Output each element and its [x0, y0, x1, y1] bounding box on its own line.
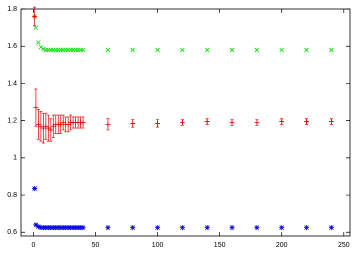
- point: [105, 47, 111, 53]
- point: [204, 225, 210, 231]
- point: [329, 47, 334, 53]
- point: [179, 120, 185, 125]
- point: [105, 225, 111, 231]
- point: [33, 105, 39, 111]
- point: [279, 47, 284, 53]
- y-tick-label: 1.8: [7, 6, 17, 13]
- point: [204, 47, 210, 53]
- point: [254, 120, 260, 125]
- point: [130, 120, 136, 126]
- point: [279, 225, 285, 231]
- y-tick-label: 1.4: [7, 80, 17, 87]
- x-tick-label: 250: [338, 242, 350, 249]
- point: [254, 225, 260, 231]
- y-tick-label: 0.6: [7, 229, 17, 236]
- point: [80, 225, 86, 231]
- point: [304, 47, 309, 53]
- point: [33, 222, 39, 228]
- x-tick-label: 0: [31, 242, 35, 249]
- point: [35, 224, 41, 230]
- point: [328, 225, 334, 231]
- point: [48, 127, 54, 133]
- point: [279, 119, 285, 125]
- x-tick-label: 100: [152, 242, 164, 249]
- x-tick-label: 50: [92, 242, 100, 249]
- point: [105, 121, 111, 127]
- y-tick-label: 1.2: [7, 117, 17, 124]
- y-tick-label: 1: [13, 155, 17, 162]
- point: [33, 25, 39, 30]
- point: [328, 119, 334, 125]
- x-tick-label: 200: [276, 242, 288, 249]
- point: [304, 119, 310, 125]
- point: [180, 47, 185, 53]
- point: [229, 47, 235, 53]
- point: [38, 44, 44, 50]
- point: [179, 225, 185, 231]
- point: [204, 119, 210, 125]
- x-tick-label: 150: [214, 242, 226, 249]
- y-tick-label: 1.6: [7, 43, 17, 50]
- point: [32, 186, 38, 192]
- point: [155, 120, 161, 126]
- point: [32, 13, 38, 19]
- point: [130, 47, 136, 53]
- point: [36, 40, 41, 45]
- point: [155, 47, 160, 53]
- point: [254, 47, 260, 53]
- point: [80, 47, 86, 53]
- point: [304, 225, 310, 231]
- plot-frame: [20, 8, 351, 237]
- point: [41, 46, 46, 52]
- point: [155, 225, 161, 231]
- point: [130, 225, 136, 231]
- point: [229, 120, 235, 125]
- y-tick-label: 0.8: [7, 192, 17, 199]
- point: [80, 120, 86, 125]
- point: [229, 225, 235, 231]
